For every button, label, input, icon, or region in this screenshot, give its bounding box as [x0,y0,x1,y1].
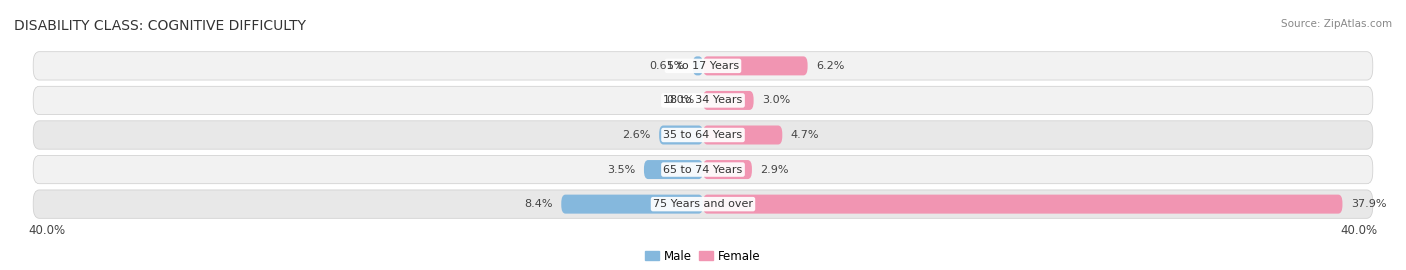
Text: 8.4%: 8.4% [524,199,553,209]
FancyBboxPatch shape [561,195,703,214]
Text: 35 to 64 Years: 35 to 64 Years [664,130,742,140]
FancyBboxPatch shape [703,91,754,110]
Text: 2.6%: 2.6% [623,130,651,140]
Text: Source: ZipAtlas.com: Source: ZipAtlas.com [1281,19,1392,29]
FancyBboxPatch shape [34,190,1372,218]
Text: 37.9%: 37.9% [1351,199,1386,209]
Text: 18 to 34 Years: 18 to 34 Years [664,95,742,106]
Text: 4.7%: 4.7% [790,130,820,140]
FancyBboxPatch shape [644,160,703,179]
Text: 40.0%: 40.0% [1341,224,1378,237]
FancyBboxPatch shape [659,126,703,144]
FancyBboxPatch shape [34,86,1372,114]
Text: 2.9%: 2.9% [761,164,789,175]
FancyBboxPatch shape [34,156,1372,184]
Text: 0.61%: 0.61% [650,61,685,71]
FancyBboxPatch shape [34,121,1372,149]
Text: 0.0%: 0.0% [666,95,695,106]
Text: 6.2%: 6.2% [815,61,845,71]
Text: 40.0%: 40.0% [28,224,65,237]
Legend: Male, Female: Male, Female [641,245,765,267]
FancyBboxPatch shape [703,195,1343,214]
FancyBboxPatch shape [34,52,1372,80]
Text: 5 to 17 Years: 5 to 17 Years [666,61,740,71]
FancyBboxPatch shape [693,56,703,75]
Text: 65 to 74 Years: 65 to 74 Years [664,164,742,175]
Text: 3.0%: 3.0% [762,95,790,106]
FancyBboxPatch shape [703,160,752,179]
FancyBboxPatch shape [703,126,782,144]
Text: 75 Years and over: 75 Years and over [652,199,754,209]
Text: 3.5%: 3.5% [607,164,636,175]
FancyBboxPatch shape [703,56,807,75]
Text: DISABILITY CLASS: COGNITIVE DIFFICULTY: DISABILITY CLASS: COGNITIVE DIFFICULTY [14,19,307,33]
